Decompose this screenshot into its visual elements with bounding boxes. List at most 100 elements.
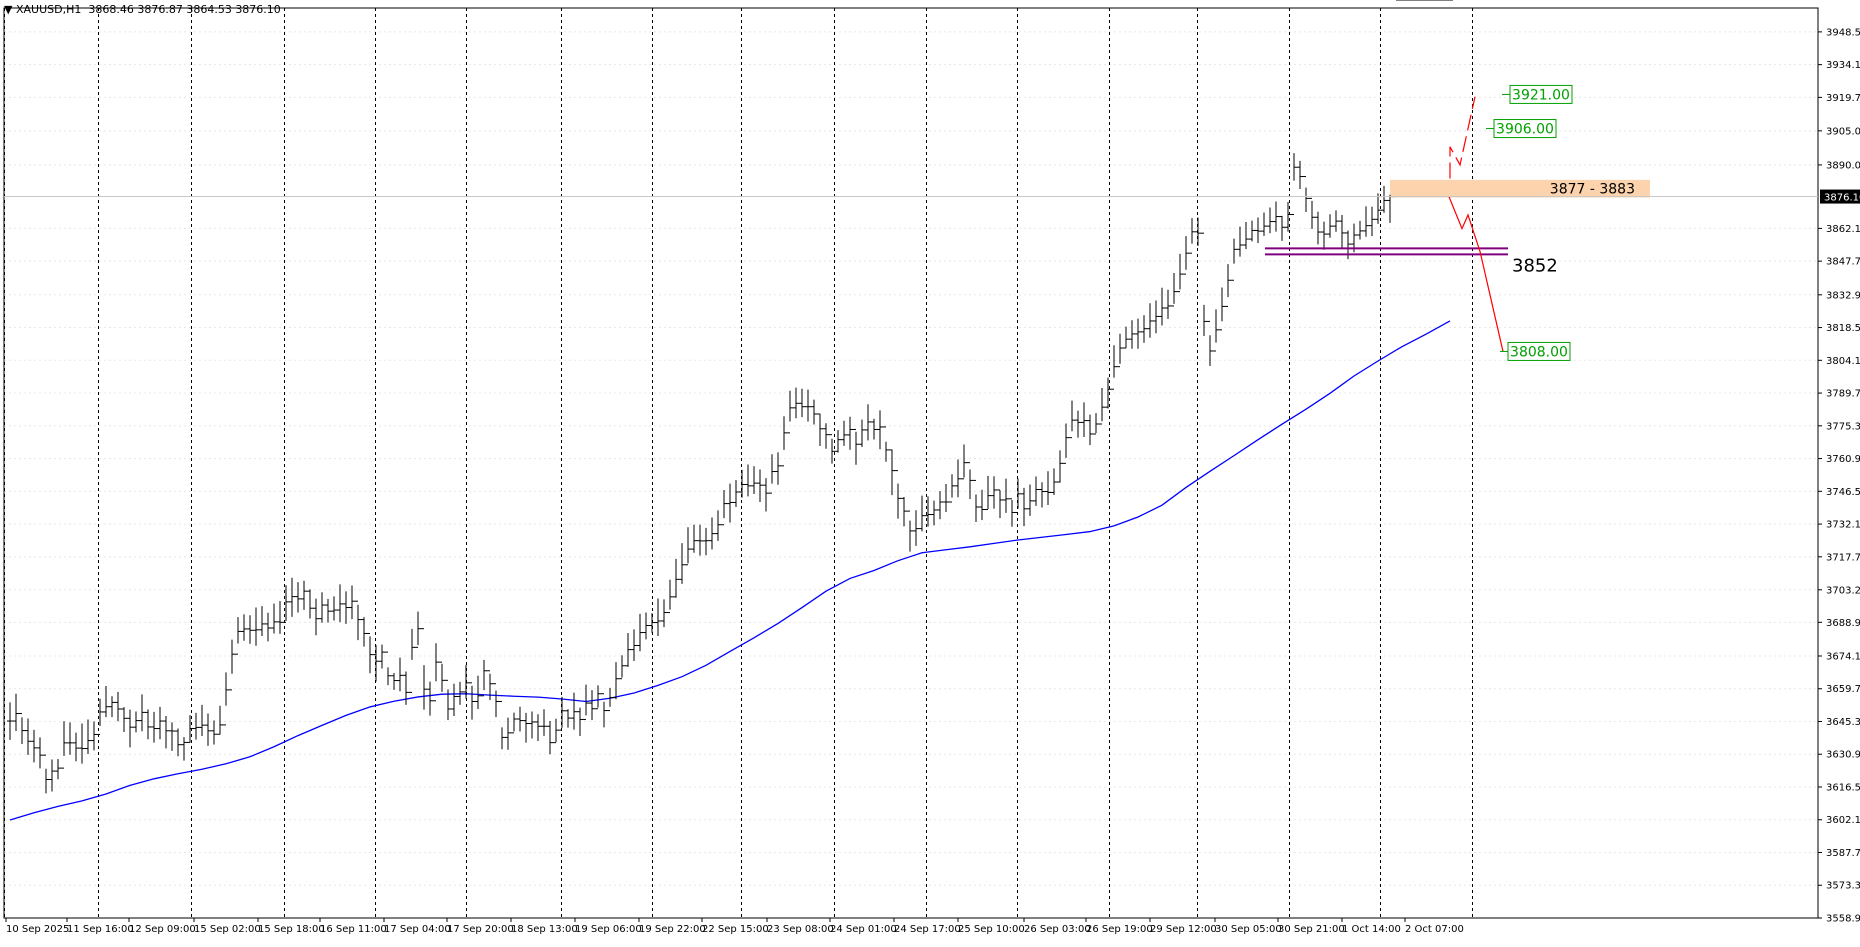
ohlc-bar — [679, 543, 685, 584]
ohlc-bar — [919, 495, 925, 532]
ohlc-bar — [697, 524, 703, 556]
ohlc-bar — [307, 589, 313, 619]
ohlc-bar — [1273, 201, 1279, 232]
ohlc-bar — [313, 598, 319, 636]
ohlc-bar — [445, 679, 451, 721]
ohlc-bar — [55, 759, 61, 780]
ohlc-bar — [205, 713, 211, 746]
ohlc-bar — [1105, 377, 1111, 409]
ohlc-bar — [745, 464, 751, 497]
ohlc-bar — [163, 716, 169, 749]
ohlc-bar — [1237, 226, 1243, 257]
ohlc-bar — [37, 737, 43, 769]
ohlc-bar — [907, 510, 913, 552]
target-label: 3921.00 — [1512, 87, 1570, 103]
x-tick-label: 25 Sep 10:00 — [958, 924, 1025, 935]
ohlc-bar — [1171, 272, 1177, 307]
ohlc-bar — [871, 418, 877, 440]
ohlc-bar — [1285, 202, 1291, 232]
ohlc-bar — [577, 707, 583, 737]
support-label: 3852 — [1512, 255, 1558, 276]
ohlc-bar — [979, 489, 985, 520]
ohlc-bar — [967, 462, 973, 500]
ohlc-bar — [937, 491, 943, 520]
ohlc-bar — [1357, 220, 1363, 240]
y-tick-label: 3732.10 — [1826, 520, 1860, 531]
ohlc-bar — [877, 410, 883, 450]
ohlc-bar — [511, 712, 517, 734]
ohlc-bar — [1213, 309, 1219, 352]
ohlc-bar — [1333, 210, 1339, 232]
ohlc-bar — [145, 709, 151, 740]
ohlc-bar — [1087, 414, 1093, 446]
ohlc-bar — [121, 707, 127, 732]
ohlc-bar — [481, 659, 487, 697]
ohlc-bar — [493, 683, 499, 718]
grid — [4, 8, 1818, 919]
ohlc-bar — [757, 469, 763, 503]
y-tick-label: 3847.70 — [1826, 257, 1860, 268]
ohlc-bar — [1279, 215, 1285, 241]
plot-frame — [3, 7, 1819, 919]
ohlc-bar — [439, 661, 445, 692]
ohlc-bar — [1195, 217, 1201, 246]
y-tick-label: 3789.70 — [1826, 389, 1860, 400]
ohlc-bar — [763, 478, 769, 512]
ohlc-bar — [1381, 185, 1387, 213]
ohlc-bar — [247, 615, 253, 644]
y-tick-label: 3688.90 — [1826, 618, 1860, 629]
axes-layer: 3948.50 3934.10 3919.70 3905.00 3890.00 3862.… — [3, 7, 1860, 935]
x-tick-label: 15 Sep 18:00 — [258, 924, 325, 935]
ohlc-bar — [277, 600, 283, 634]
ohlc-bar — [253, 607, 259, 646]
y-tick-label: 3948.50 — [1826, 27, 1860, 38]
ohlc-bar — [151, 711, 157, 743]
target-box-3921: 3921.00 — [1502, 84, 1573, 104]
ohlc-bar — [79, 723, 85, 764]
ohlc-bar — [1135, 318, 1141, 349]
ohlc-bar — [1369, 206, 1375, 237]
ohlc-bar — [655, 598, 661, 636]
y-tick-label: 3573.30 — [1826, 881, 1860, 892]
ohlc-bar — [103, 686, 109, 718]
ohlc-bar — [1033, 476, 1039, 506]
ohlc-bar — [793, 387, 799, 419]
ohlc-bar — [271, 603, 277, 634]
ohlc-bar — [1063, 423, 1069, 464]
ohlc-bar — [1093, 413, 1099, 435]
ohlc-bar — [73, 732, 79, 762]
ohlc-bar — [661, 599, 667, 628]
y-tick-label: 3919.70 — [1826, 93, 1860, 104]
triangle-down-icon[interactable]: ▼ — [4, 3, 13, 16]
ohlc-bar — [427, 681, 433, 716]
ohlc-bar — [595, 685, 601, 710]
ohlc-bar — [775, 452, 781, 485]
ohlc-bar — [673, 558, 679, 598]
ohlc-bar — [1297, 160, 1303, 190]
ohlc-bar — [991, 476, 997, 509]
ohlc-bar — [1339, 214, 1345, 249]
ohlc-bar — [1057, 450, 1063, 483]
ohlc-bar — [1309, 197, 1315, 229]
x-tick-label: 23 Sep 08:00 — [767, 924, 834, 935]
x-tick-label: 11 Sep 16:00 — [67, 924, 134, 935]
x-tick-label: 2 Oct 07:00 — [1405, 924, 1464, 935]
ohlc-bar — [415, 611, 421, 648]
ohlc-bar — [517, 706, 523, 732]
ohlc-bar — [721, 489, 727, 526]
ohlc-bar — [1039, 482, 1045, 508]
ohlc-bar — [211, 720, 217, 745]
ohlc-bar — [229, 639, 235, 691]
resistance-zone-label: 3877 - 3883 — [1550, 182, 1635, 198]
ohlc-bar — [1009, 498, 1015, 527]
ohlc-bar — [817, 413, 823, 447]
ohlc-bar — [829, 434, 835, 464]
x-tick-label: 15 Sep 02:00 — [194, 924, 261, 935]
ohlc-bar — [1243, 222, 1249, 250]
ohlc-bar — [583, 684, 589, 720]
ohlc-bar — [295, 582, 301, 613]
ohlc-bar — [1099, 388, 1105, 425]
ohlc-bar — [1183, 236, 1189, 275]
